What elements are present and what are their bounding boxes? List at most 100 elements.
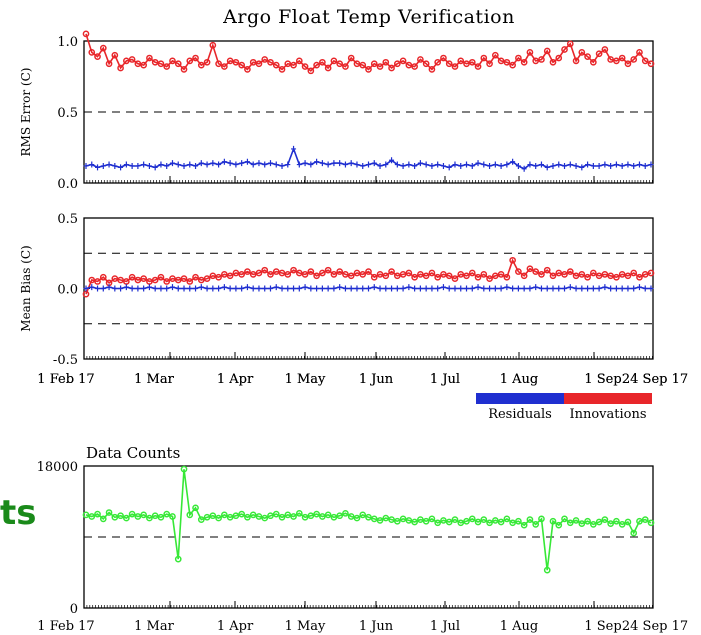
innovations-point xyxy=(347,54,355,62)
data-counts-point xyxy=(267,512,274,520)
innovations-point xyxy=(203,275,211,282)
innovations-point xyxy=(647,269,655,277)
innovations-point xyxy=(515,268,522,275)
residuals-point xyxy=(550,162,556,169)
innovations-point xyxy=(180,66,188,73)
data-counts-point xyxy=(428,515,436,523)
data-counts-point xyxy=(197,516,205,523)
residuals-point xyxy=(216,161,222,168)
residuals-point xyxy=(146,284,152,291)
innovations-point xyxy=(117,64,124,72)
innovations-point xyxy=(463,272,470,280)
residuals-point xyxy=(400,285,406,292)
data-counts-point xyxy=(532,521,540,528)
innovations-point xyxy=(503,58,511,66)
residuals-point xyxy=(193,285,199,292)
residuals-point xyxy=(204,161,210,168)
innovations-point xyxy=(272,61,280,69)
residuals-point xyxy=(256,160,262,167)
innovations-point xyxy=(215,60,222,68)
residuals-point xyxy=(89,284,95,291)
residuals-point xyxy=(556,161,562,168)
residuals-point xyxy=(567,161,573,168)
innovations-point xyxy=(174,60,182,68)
innovations-point xyxy=(99,273,107,281)
residuals-point xyxy=(233,285,239,292)
residuals-point xyxy=(95,285,101,292)
innovations-point xyxy=(561,271,568,278)
data-counts-point xyxy=(151,512,159,520)
data-counts-point xyxy=(422,517,430,525)
innovations-point xyxy=(359,271,367,278)
x-tick-label: 1 Aug xyxy=(500,372,539,387)
data-counts-point xyxy=(342,509,349,517)
residuals-point xyxy=(440,284,446,291)
residuals-point xyxy=(452,161,458,168)
innovations-point xyxy=(555,269,563,277)
residuals-point xyxy=(417,160,423,167)
counts-title: Data Counts xyxy=(86,444,180,462)
residuals-point xyxy=(129,285,135,292)
residuals-point xyxy=(464,161,470,168)
data-counts-point xyxy=(336,512,344,520)
innovations-point xyxy=(370,60,378,68)
innovations-point xyxy=(434,273,442,281)
data-counts-point xyxy=(399,515,407,523)
innovations-point xyxy=(468,58,476,66)
innovations-point xyxy=(411,63,418,70)
residuals-point xyxy=(562,285,568,292)
residuals-point xyxy=(302,160,308,167)
innovations-point xyxy=(417,271,424,278)
data-counts-point xyxy=(457,519,465,527)
innovations-point xyxy=(295,57,303,65)
data-counts-point xyxy=(509,519,516,527)
innovations-point xyxy=(215,273,222,281)
innovations-point xyxy=(399,57,407,65)
data-counts-point xyxy=(618,521,626,528)
innovations-point xyxy=(474,63,482,70)
residuals-point xyxy=(383,161,389,168)
innovations-point xyxy=(128,273,136,281)
residuals-point xyxy=(337,284,343,291)
residuals-point xyxy=(244,158,250,165)
innovations-point xyxy=(209,272,217,280)
residuals-point xyxy=(590,285,596,292)
residuals-point xyxy=(175,161,181,168)
innovations-point xyxy=(157,60,165,68)
residuals-point xyxy=(279,162,285,169)
data-counts-point xyxy=(613,517,620,525)
residuals-point xyxy=(389,285,395,292)
innovations-point xyxy=(330,271,338,278)
data-counts-point xyxy=(543,566,551,574)
data-counts-point xyxy=(647,519,655,527)
data-counts-point xyxy=(146,514,153,522)
data-counts-point xyxy=(134,513,142,520)
residuals-point xyxy=(613,161,619,168)
innovations-point xyxy=(486,275,493,282)
innovations-point xyxy=(347,272,355,280)
residuals-point xyxy=(285,161,291,168)
data-counts-point xyxy=(111,513,119,521)
innovations-point xyxy=(572,272,580,280)
residuals-point xyxy=(198,284,204,291)
innovations-point xyxy=(301,63,309,70)
residuals-point xyxy=(141,285,147,292)
data-counts-point xyxy=(388,516,395,523)
data-counts-point xyxy=(376,517,384,524)
innovations-point xyxy=(365,268,372,275)
residuals-point xyxy=(198,160,204,167)
data-counts-point xyxy=(601,516,609,523)
residuals-point xyxy=(631,285,637,292)
residuals-point xyxy=(440,162,446,169)
residuals-point xyxy=(377,162,383,169)
data-counts-point xyxy=(295,509,303,517)
innovations-point xyxy=(238,61,246,69)
data-counts-point xyxy=(555,521,563,529)
innovations-point xyxy=(180,275,188,282)
innovations-point xyxy=(526,265,534,273)
residuals-point xyxy=(371,284,377,291)
residuals-point xyxy=(354,285,360,292)
innovations-point xyxy=(434,58,442,66)
data-counts-point xyxy=(255,513,263,520)
residuals-point xyxy=(135,162,141,169)
